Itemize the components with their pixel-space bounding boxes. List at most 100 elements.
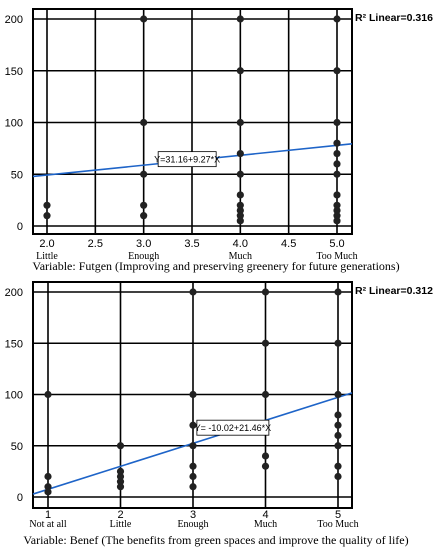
p2-data-point (44, 488, 52, 496)
p2-x-tick-label: 1 (45, 509, 51, 521)
p2-data-point (189, 462, 197, 470)
p1-data-point (140, 118, 148, 127)
p2-data-point (189, 483, 197, 491)
p1-data-point (333, 139, 341, 147)
p2-x-tick-label: 4 (262, 509, 268, 521)
p2-plot-frame (32, 281, 353, 509)
p2-category-label: Too Much (317, 519, 358, 530)
p1-y-tick-label: 100 (5, 118, 23, 130)
p2-data-point (334, 431, 342, 440)
p1-x-axis-caption: Variable: Futgen (Improving and preservi… (32, 259, 399, 273)
p1-data-point (236, 15, 244, 23)
p2-data-point (261, 462, 270, 470)
p1-x-tick-label: 4.0 (233, 238, 248, 250)
p2-data-point (261, 339, 270, 347)
p2-data-point (334, 339, 342, 347)
p1-x-tick-label: 4.5 (281, 238, 296, 250)
p2-y-tick-label: 150 (5, 338, 23, 350)
p2-data-point (261, 390, 270, 399)
p1-data-point (333, 118, 341, 127)
p1-y-tick-label: 150 (5, 66, 23, 78)
p1-data-point (236, 191, 244, 199)
p2-data-point (189, 421, 197, 429)
p1-chart: 0 50 100 150 200 2.0 2.5 3.0 3.5 4.0 4.5 5.0 Little E… (5, 8, 433, 273)
p2-y-tick-label: 200 (5, 287, 23, 299)
p2-data-point (116, 478, 125, 486)
p1-data-point (236, 170, 244, 178)
p2-data-point (189, 390, 197, 399)
p1-y-tick-label: 200 (5, 14, 23, 26)
p2-chart: 0 50 100 150 200 1 2 3 4 5 Not at all Little Enough M… (5, 281, 433, 547)
p1-data-point (140, 212, 148, 220)
p2-data-point (116, 472, 125, 481)
p2-data-point (261, 288, 270, 296)
p2-y-tick-label: 50 (11, 441, 23, 453)
p1-data-point (333, 170, 341, 178)
p2-data-point (261, 452, 270, 460)
p1-data-point (236, 206, 244, 215)
p1-data-point (333, 15, 341, 23)
p2-data-point (116, 442, 125, 450)
p1-data-point (43, 212, 51, 220)
p1-data-point (140, 201, 148, 209)
p1-data-point (236, 118, 244, 127)
p1-x-tick-label: 5.0 (329, 238, 344, 250)
p1-data-point (333, 149, 341, 158)
p2-x-tick-label: 3 (190, 509, 196, 521)
p2-x-tick-label: 2 (117, 509, 123, 521)
p2-data-point (44, 483, 52, 491)
p2-data-point (189, 472, 197, 481)
p1-category-label: Little (36, 251, 58, 262)
p2-category-label: Much (254, 519, 277, 530)
p1-data-point (43, 201, 51, 209)
p1-data-point (236, 217, 244, 225)
p1-category-label: Too Much (316, 251, 357, 262)
p2-category-label: Little (110, 519, 132, 530)
p1-x-tick-label: 3.0 (136, 238, 151, 250)
p2-category-label: Enough (177, 519, 208, 530)
p1-x-tick-label: 3.5 (184, 238, 199, 250)
p2-x-axis-caption: Variable: Benef (The benefits from green… (23, 533, 408, 547)
p1-data-point (333, 160, 341, 168)
p2-data-point (334, 390, 342, 399)
p1-equation-label: Y=31.16+9.27*X (154, 155, 220, 165)
p1-data-point (333, 201, 341, 209)
p1-x-tick-label: 2.5 (88, 238, 103, 250)
p1-data-point (333, 67, 341, 75)
p1-x-tick-label: 2.0 (39, 238, 54, 250)
p1-data-point (236, 212, 244, 220)
p1-data-point (333, 212, 341, 220)
p2-data-point (189, 288, 197, 296)
p2-data-point (44, 390, 52, 399)
p2-data-point (334, 411, 342, 419)
p2-data-point (116, 467, 125, 475)
p2-data-point (334, 442, 342, 450)
p2-y-tick-label: 0 (17, 492, 23, 504)
p2-category-label: Not at all (29, 519, 66, 530)
p1-y-tick-label: 50 (11, 169, 23, 181)
p2-y-tick-label: 100 (5, 390, 23, 402)
p2-equation-label: Y= -10.02+21.46*X (195, 423, 272, 433)
p2-r2-label: R² Linear=0.312 (355, 285, 433, 297)
p1-data-point (333, 191, 341, 199)
p2-data-point (334, 462, 342, 470)
p1-data-point (236, 67, 244, 75)
p1-y-tick-label: 0 (17, 221, 23, 233)
p2-equation-box (196, 419, 270, 436)
p2-data-point (334, 288, 342, 296)
p1-data-point (236, 201, 244, 209)
p2-data-point (44, 472, 52, 481)
p2-data-point (116, 483, 125, 491)
p1-equation-box (157, 151, 217, 168)
p2-data-point (189, 442, 197, 450)
p2-data-point (334, 421, 342, 429)
p1-category-label: Much (229, 251, 252, 262)
p1-data-point (236, 149, 244, 158)
p1-data-point (140, 15, 148, 23)
p1-data-point (333, 217, 341, 225)
p1-data-point (140, 170, 148, 178)
p1-data-point (333, 206, 341, 215)
p1-r2-label: R² Linear=0.316 (355, 12, 433, 24)
p2-data-point (334, 472, 342, 481)
